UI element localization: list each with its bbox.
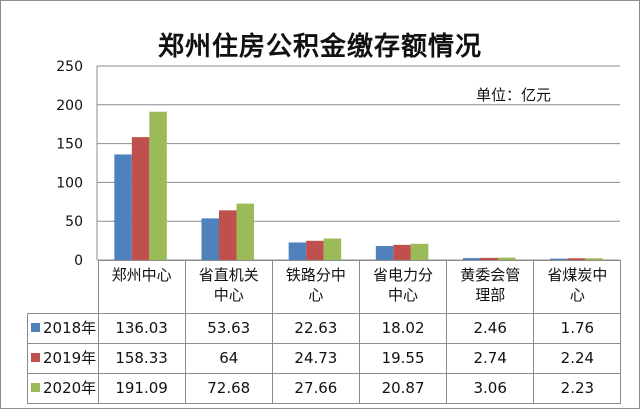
series-name: 2019年 xyxy=(43,349,97,367)
bar-2020年 xyxy=(149,111,167,260)
data-label: 27.66 xyxy=(271,372,360,404)
series-row: 2019年 158.33 64 24.73 19.55 2.74 2.24 xyxy=(27,342,622,374)
bar-2018年 xyxy=(375,246,394,260)
data-label: 20.87 xyxy=(358,372,448,404)
data-label: 53.63 xyxy=(184,312,273,344)
bar-2020年 xyxy=(585,258,603,260)
series-name: 2018年 xyxy=(43,319,97,337)
y-tick-label: 200 xyxy=(56,98,83,114)
legend-entry: 2018年 xyxy=(27,312,99,344)
data-label: 2.23 xyxy=(533,372,622,404)
bar-2019年 xyxy=(131,137,150,260)
data-label: 64 xyxy=(184,342,273,374)
x-tick-label: 省直机关 中心 xyxy=(184,260,273,314)
x-tick-label: 黄委会管 理部 xyxy=(446,260,535,314)
legend-swatch xyxy=(31,353,40,362)
legend-swatch xyxy=(31,323,40,332)
bar-2020年 xyxy=(498,257,516,260)
data-table: 郑州中心 省直机关 中心 铁路分中 心省电力分 中心 黄委会管 理部 省煤炭中 心 201… xyxy=(27,260,622,404)
bar-2020年 xyxy=(410,243,429,260)
y-tick-label: 100 xyxy=(56,175,83,191)
x-tick-label: 省电力分 中心 xyxy=(358,260,448,314)
data-label: 18.02 xyxy=(358,312,448,344)
series-row: 2018年 136.03 53.63 22.63 18.02 2.46 1.76 xyxy=(27,312,622,344)
data-label: 19.55 xyxy=(358,342,448,374)
bar-2018年 xyxy=(288,242,307,260)
bar-2020年 xyxy=(323,238,342,260)
bar-2020年 xyxy=(236,203,254,260)
x-tick-label: 铁路分中 心 xyxy=(271,260,360,314)
data-label: 136.03 xyxy=(97,312,186,344)
data-label: 3.06 xyxy=(446,372,535,404)
data-label: 22.63 xyxy=(271,312,360,344)
data-label: 24.73 xyxy=(271,342,360,374)
series-row: 2020年 191.09 72.68 27.66 20.87 3.06 2.23 xyxy=(27,372,622,404)
bar-2018年 xyxy=(114,154,132,260)
bar-2019年 xyxy=(567,258,586,260)
chart-title: 郑州住房公积金缴存额情况 xyxy=(157,32,482,62)
legend-entry: 2020年 xyxy=(27,372,99,404)
table-corner xyxy=(27,260,99,314)
y-tick-label: 250 xyxy=(56,59,83,75)
bar-2018年 xyxy=(463,258,481,260)
y-tick-label: 150 xyxy=(56,137,83,153)
legend-swatch xyxy=(31,383,40,392)
bar-2019年 xyxy=(480,257,498,260)
bar-2019年 xyxy=(306,240,324,260)
bar-2018年 xyxy=(550,258,568,260)
data-label: 191.09 xyxy=(97,372,186,404)
category-row: 郑州中心 省直机关 中心 铁路分中 心省电力分 中心 黄委会管 理部 省煤炭中 心 xyxy=(27,260,622,314)
bar-2019年 xyxy=(219,210,237,260)
data-label: 2.24 xyxy=(533,342,622,374)
unit-label: 单位：亿元 xyxy=(476,86,552,104)
x-tick-label: 省煤炭中 心 xyxy=(533,260,622,314)
legend-entry: 2019年 xyxy=(27,342,99,374)
data-label: 158.33 xyxy=(97,342,186,374)
bar-2018年 xyxy=(201,218,219,260)
bar-2019年 xyxy=(393,244,411,260)
data-label: 2.74 xyxy=(446,342,535,374)
data-label: 72.68 xyxy=(184,372,273,404)
data-label: 1.76 xyxy=(533,312,622,344)
series-name: 2020年 xyxy=(43,379,97,397)
y-tick-label: 50 xyxy=(65,214,83,230)
x-tick-label: 郑州中心 xyxy=(97,260,186,314)
data-label: 2.46 xyxy=(446,312,535,344)
